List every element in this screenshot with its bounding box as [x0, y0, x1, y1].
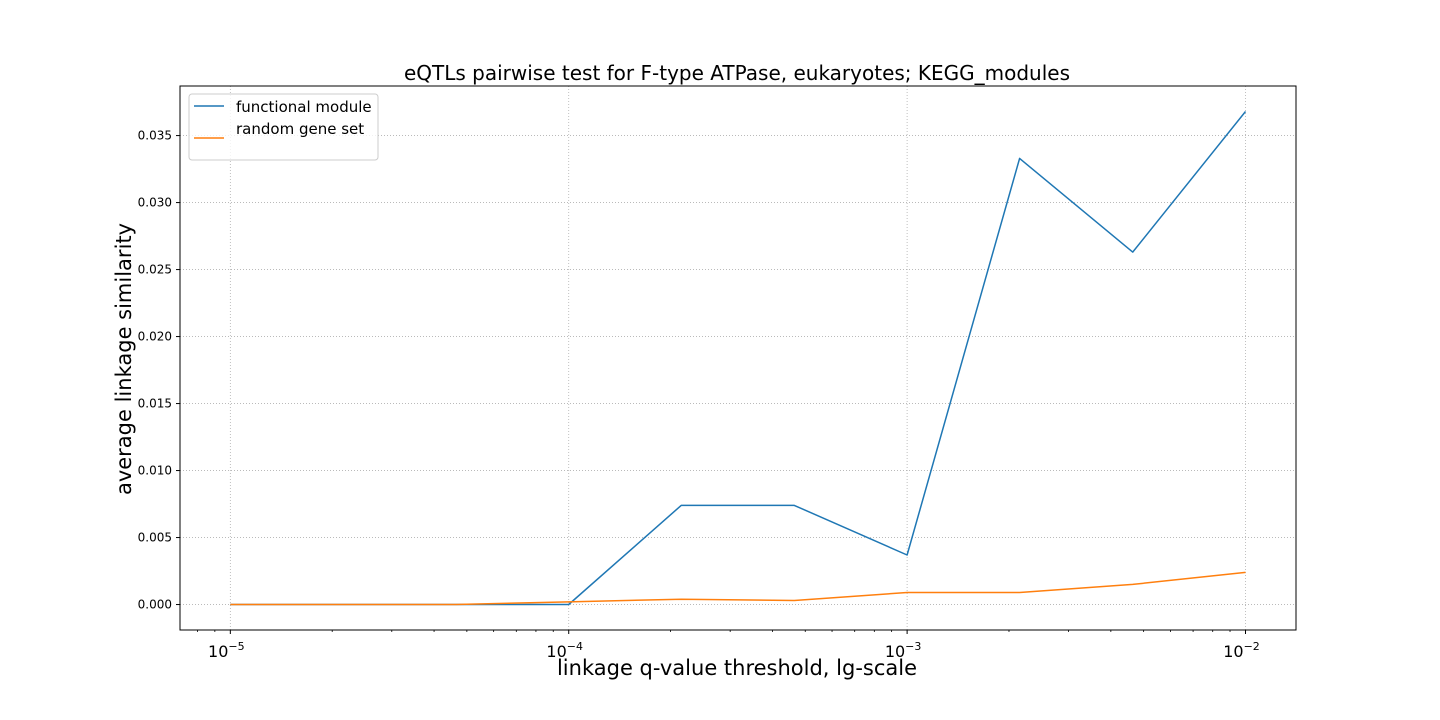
y-tick-label: 0.005: [138, 531, 172, 545]
legend: functional module random gene set: [188, 93, 379, 161]
series-layer: [230, 111, 1247, 606]
x-tick-label: 10−5: [208, 640, 245, 661]
y-tick-label: 0.035: [138, 129, 172, 143]
plot-area-frame: [179, 85, 1297, 631]
x-axis: 10−5 10−4 10−3 10−2: [197, 630, 1260, 661]
legend-box: [188, 93, 379, 161]
legend-label: functional module: [236, 98, 372, 116]
y-tick-label: 0.025: [138, 263, 172, 277]
y-tick-label: 0.020: [138, 330, 172, 344]
y-tick-label: 0.015: [138, 397, 172, 411]
chart-title: eQTLs pairwise test for F-type ATPase, e…: [404, 61, 1070, 85]
y-axis: 0.000 0.005 0.010 0.015 0.020 0.025 0.030 0.035: [138, 129, 180, 612]
y-tick-label: 0.000: [138, 598, 172, 612]
series-line-random-gene-set: [230, 571, 1246, 606]
y-tick-label: 0.030: [138, 196, 172, 210]
x-tick-label: 10−4: [546, 640, 583, 661]
y-axis-label: average linkage similarity: [112, 223, 136, 495]
x-tick-label: 10−3: [885, 640, 922, 661]
y-tick-label: 0.010: [138, 464, 172, 478]
legend-label: random gene set: [236, 120, 364, 138]
x-axis-label: linkage q-value threshold, lg-scale: [557, 656, 917, 680]
x-tick-label: 10−2: [1223, 640, 1260, 661]
